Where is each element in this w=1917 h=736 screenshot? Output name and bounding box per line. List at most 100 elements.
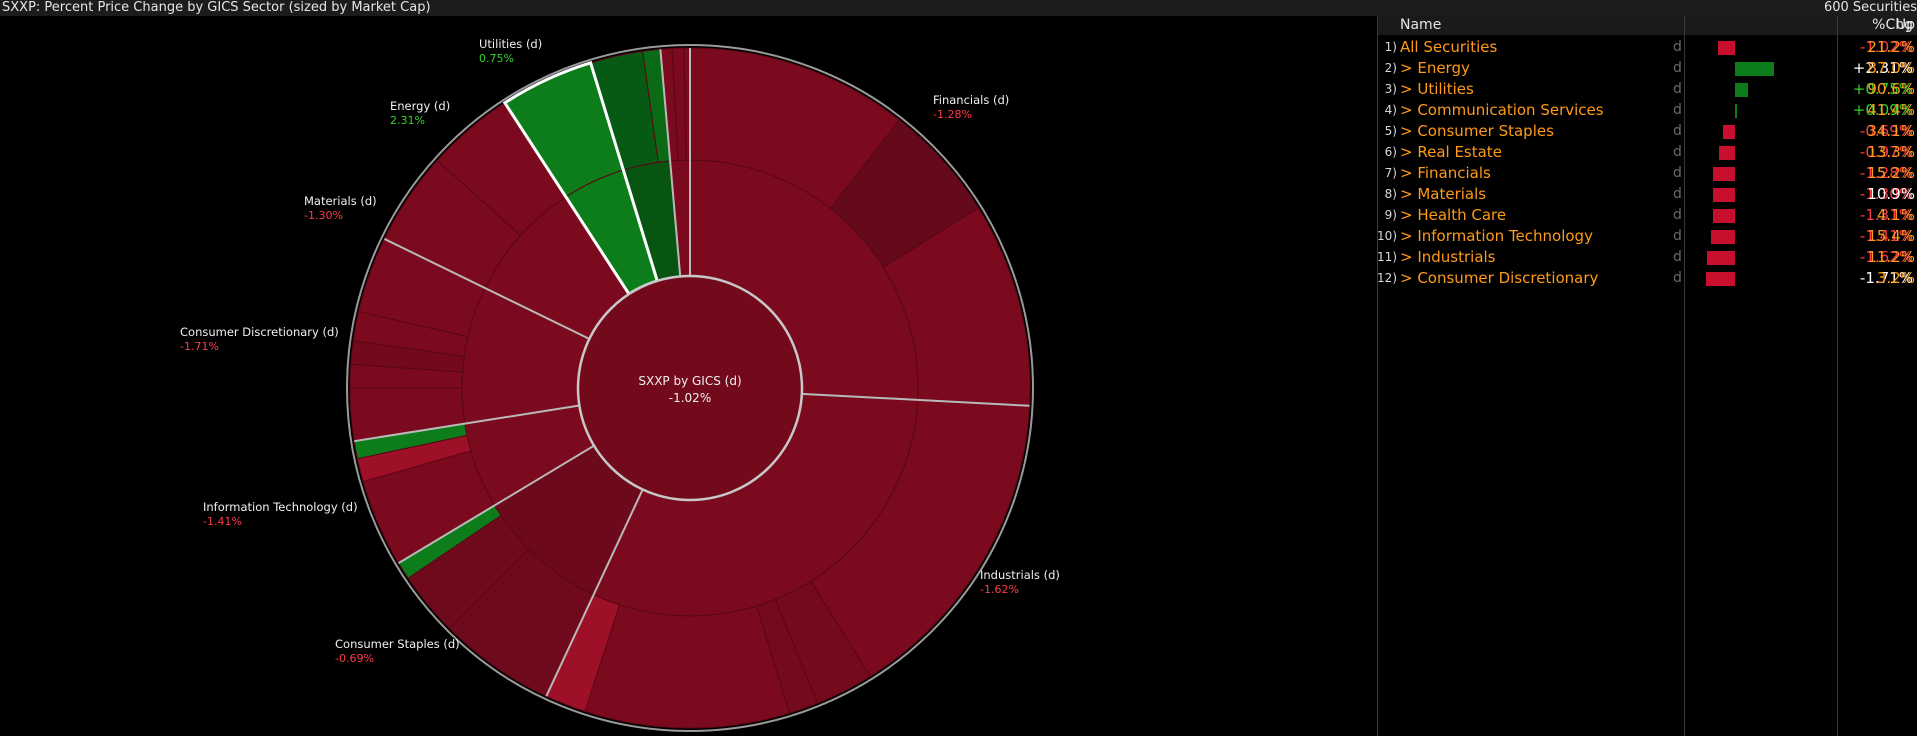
row-number: 8) bbox=[1384, 187, 1397, 201]
table-row[interactable]: 2) > Energy d +2.31% 87.0% bbox=[1377, 58, 1917, 79]
sector-divider-3 bbox=[545, 489, 644, 697]
label-information-technology: Information Technology (d) bbox=[203, 500, 358, 514]
row-up: 15.4% bbox=[1867, 227, 1915, 245]
value-utilities: 0.75% bbox=[479, 52, 514, 65]
row-bar-track bbox=[1683, 62, 1823, 76]
column-divider bbox=[1837, 16, 1838, 736]
row-bar bbox=[1718, 146, 1735, 160]
value-industrials: -1.62% bbox=[980, 583, 1019, 596]
row-chg: -1.71% bbox=[1859, 269, 1913, 287]
table-row[interactable]: 1) All Securities d -1.02% 21.2% bbox=[1377, 37, 1917, 58]
row-name[interactable]: > Financials bbox=[1400, 164, 1491, 182]
column-chg-header[interactable]: %Chg bbox=[1872, 17, 1913, 33]
table-row[interactable]: 10) > Information Technology d -1.41% 15.4% bbox=[1377, 226, 1917, 247]
table-row[interactable]: 7) > Financials d -1.28% 15.2% bbox=[1377, 163, 1917, 184]
sunburst-chart: Financials (d)-1.28% Industrials (d)-1.62… bbox=[180, 37, 1060, 732]
row-d-marker: d bbox=[1673, 60, 1682, 76]
industry-segment-7[interactable] bbox=[584, 604, 791, 729]
row-bar-track bbox=[1683, 146, 1823, 160]
page-title: SXXP: Percent Price Change by GICS Secto… bbox=[2, 0, 431, 15]
row-chg: +0.75% bbox=[1852, 80, 1913, 98]
row-bar-track bbox=[1683, 125, 1823, 139]
row-up: 87.0% bbox=[1867, 59, 1915, 77]
row-bar bbox=[1713, 167, 1735, 181]
row-d-marker: d bbox=[1673, 81, 1682, 97]
value-information-technology: -1.41% bbox=[203, 515, 242, 528]
row-number: 5) bbox=[1384, 124, 1397, 138]
row-bar-track bbox=[1683, 272, 1823, 286]
row-name[interactable]: > Communication Services bbox=[1400, 101, 1604, 119]
center-label: SXXP by GICS (d) bbox=[638, 374, 741, 388]
row-chg: +2.31% bbox=[1852, 59, 1913, 77]
row-name[interactable]: > Industrials bbox=[1400, 248, 1496, 266]
row-up: 3.2% bbox=[1876, 269, 1915, 287]
outer-rim bbox=[346, 44, 1034, 732]
row-chg: -1.62% bbox=[1859, 248, 1913, 266]
value-consumer-discretionary: -1.71% bbox=[180, 340, 219, 353]
row-number: 11) bbox=[1377, 250, 1397, 264]
row-number: 1) bbox=[1384, 40, 1397, 54]
row-d-marker: d bbox=[1673, 165, 1682, 181]
title-bar: SXXP: Percent Price Change by GICS Secto… bbox=[0, 0, 1917, 16]
label-consumer-discretionary: Consumer Discretionary (d) bbox=[180, 325, 339, 339]
row-number: 12) bbox=[1377, 271, 1397, 285]
row-name[interactable]: > Energy bbox=[1400, 59, 1470, 77]
row-d-marker: d bbox=[1673, 123, 1682, 139]
label-industrials: Industrials (d) bbox=[980, 568, 1060, 582]
row-d-marker: d bbox=[1673, 207, 1682, 223]
table-row[interactable]: 3) > Utilities d +0.75% 90.6% bbox=[1377, 79, 1917, 100]
row-name[interactable]: > Consumer Discretionary bbox=[1400, 269, 1599, 287]
table-row[interactable]: 5) > Consumer Staples d -0.69% 34.1% bbox=[1377, 121, 1917, 142]
row-name[interactable]: > Materials bbox=[1400, 185, 1487, 203]
row-up: 11.2% bbox=[1867, 248, 1915, 266]
row-bar-track bbox=[1683, 209, 1823, 223]
table-row[interactable]: 6) > Real Estate d -0.97% 13.3% bbox=[1377, 142, 1917, 163]
label-financials: Financials (d) bbox=[933, 93, 1009, 107]
row-name[interactable]: > Information Technology bbox=[1400, 227, 1593, 245]
row-number: 9) bbox=[1384, 208, 1397, 222]
table-row[interactable]: 12) > Consumer Discretionary d -1.71% 3.2% bbox=[1377, 268, 1917, 289]
row-up: 34.1% bbox=[1867, 122, 1915, 140]
securities-count: 600 Securities bbox=[1823, 0, 1917, 15]
row-bar-track bbox=[1683, 104, 1823, 118]
row-bar bbox=[1735, 104, 1737, 118]
row-name[interactable]: > Health Care bbox=[1400, 206, 1507, 224]
row-bar bbox=[1712, 188, 1735, 202]
table-row[interactable]: 4) > Communication Services d +0.09% 41.4% bbox=[1377, 100, 1917, 121]
row-number: 6) bbox=[1384, 145, 1397, 159]
row-name[interactable]: > Utilities bbox=[1400, 80, 1474, 98]
label-materials: Materials (d) bbox=[304, 194, 377, 208]
row-up: 41.4% bbox=[1867, 101, 1915, 119]
column-divider bbox=[1377, 16, 1378, 736]
table-header: Name %Chg Up bbox=[1377, 16, 1917, 35]
row-chg: -0.97% bbox=[1859, 143, 1913, 161]
row-bar-track bbox=[1683, 188, 1823, 202]
row-bar bbox=[1735, 83, 1748, 97]
column-divider bbox=[1684, 16, 1685, 736]
row-name[interactable]: All Securities bbox=[1400, 38, 1498, 56]
label-consumer-staples: Consumer Staples (d) bbox=[335, 637, 460, 651]
row-bar bbox=[1712, 209, 1735, 223]
sector-divider-6 bbox=[383, 238, 590, 340]
row-chg: -0.69% bbox=[1859, 122, 1913, 140]
table-row[interactable]: 9) > Health Care d -1.31% 4.1% bbox=[1377, 205, 1917, 226]
row-up: 90.6% bbox=[1867, 80, 1915, 98]
center-disk[interactable] bbox=[576, 274, 804, 502]
row-name[interactable]: > Consumer Staples bbox=[1400, 122, 1554, 140]
row-name[interactable]: > Real Estate bbox=[1400, 143, 1502, 161]
row-bar-track bbox=[1683, 41, 1823, 55]
row-bar bbox=[1717, 41, 1735, 55]
sector-divider-9 bbox=[659, 49, 682, 277]
row-d-marker: d bbox=[1673, 186, 1682, 202]
row-chg: +0.09% bbox=[1852, 101, 1913, 119]
sector-divider-2 bbox=[801, 392, 1030, 407]
row-up: 10.9% bbox=[1867, 185, 1915, 203]
table-row[interactable]: 11) > Industrials d -1.62% 11.2% bbox=[1377, 247, 1917, 268]
row-chg: -1.31% bbox=[1859, 206, 1913, 224]
row-chg: -1.28% bbox=[1859, 164, 1913, 182]
table-row[interactable]: 8) > Materials d -1.30% 10.9% bbox=[1377, 184, 1917, 205]
row-bar-track bbox=[1683, 251, 1823, 265]
column-up-header[interactable]: Up bbox=[1895, 17, 1915, 33]
sector-table: Name %Chg Up 1) All Securities d -1.02% 21.2… bbox=[1377, 16, 1917, 736]
column-name-header[interactable]: Name bbox=[1400, 17, 1442, 33]
